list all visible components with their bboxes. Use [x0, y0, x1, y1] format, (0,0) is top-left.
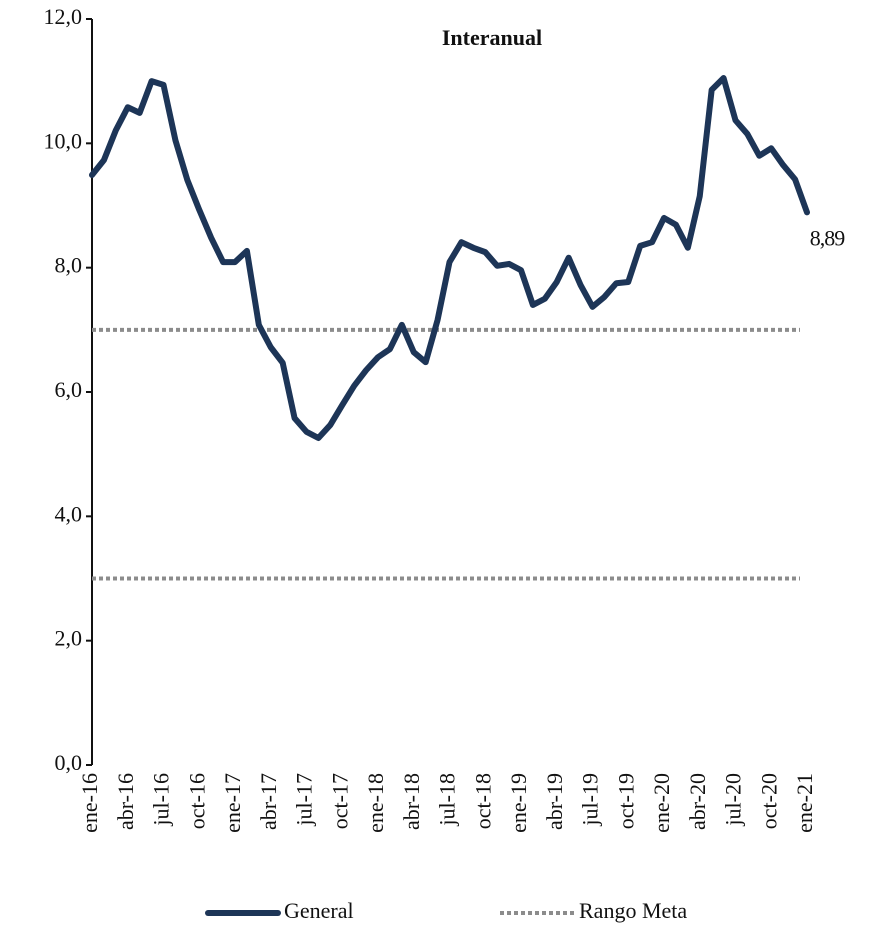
y-tick-label: 4,0	[55, 501, 83, 526]
legend-label: Rango Meta	[579, 898, 687, 923]
y-tick-label: 2,0	[55, 626, 83, 651]
x-tick-label: jul-19	[578, 773, 603, 827]
legend-label: General	[284, 898, 354, 923]
x-tick-label: ene-20	[649, 773, 674, 833]
data-label: 8,89	[810, 225, 846, 250]
x-tick-label: abr-16	[113, 773, 138, 830]
x-tick-label: oct-16	[184, 773, 209, 829]
x-tick-label: ene-16	[77, 773, 102, 833]
x-tick-label: ene-17	[220, 773, 245, 833]
x-tick-label: oct-18	[470, 773, 495, 829]
y-tick-label: 12,0	[44, 4, 83, 29]
x-tick-label: ene-19	[506, 773, 531, 833]
x-tick-label: oct-19	[613, 773, 638, 829]
series-line	[89, 75, 810, 442]
x-tick-label: ene-18	[363, 773, 388, 833]
x-tick-label: jul-18	[435, 773, 460, 827]
x-tick-label: abr-20	[685, 773, 710, 830]
y-tick-label: 0,0	[55, 750, 83, 775]
x-tick-label: jul-17	[292, 773, 317, 827]
x-tick-label: abr-18	[399, 773, 424, 830]
x-tick-label: jul-16	[149, 773, 174, 827]
y-tick-label: 6,0	[55, 377, 83, 402]
x-tick-label: oct-20	[756, 773, 781, 829]
x-tick-label: abr-19	[542, 773, 567, 830]
x-tick-label: abr-17	[256, 773, 281, 830]
y-tick-label: 10,0	[44, 128, 83, 153]
x-tick-label: jul-20	[721, 773, 746, 827]
chart-title: Interanual	[442, 25, 542, 50]
x-tick-label: ene-21	[792, 773, 817, 833]
x-tick-label: oct-17	[327, 773, 352, 829]
y-tick-label: 8,0	[55, 253, 83, 278]
